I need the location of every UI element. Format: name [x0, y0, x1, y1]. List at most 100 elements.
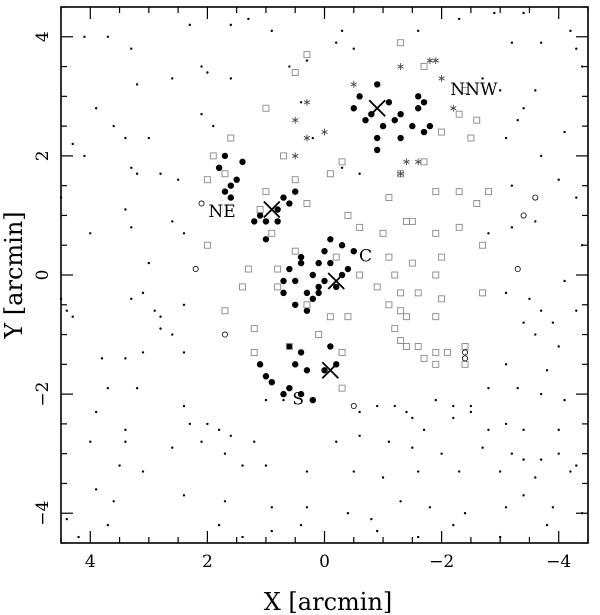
member-point [227, 182, 235, 189]
field-point [416, 535, 420, 539]
field-point [563, 398, 566, 402]
field-point [71, 142, 74, 146]
square-point [203, 241, 211, 249]
square-point [420, 354, 428, 362]
field-point [270, 529, 273, 533]
cluster-center-cross [263, 200, 281, 219]
field-point [551, 321, 555, 324]
cluster-center-cross [368, 99, 386, 117]
field-point [229, 23, 233, 27]
square-point [303, 51, 311, 59]
square-point [356, 223, 364, 231]
square-point [303, 301, 311, 309]
field-point [376, 529, 379, 533]
field-point [452, 416, 455, 420]
field-point [575, 309, 578, 312]
member-point [374, 81, 381, 88]
field-point [305, 59, 309, 62]
member-point [292, 301, 299, 308]
field-point [469, 410, 473, 414]
square-point [385, 253, 393, 261]
field-point [481, 77, 484, 80]
member-point [344, 265, 352, 273]
field-point [335, 41, 338, 44]
field-point [534, 476, 537, 479]
field-point [229, 434, 233, 437]
member-point [262, 373, 270, 380]
field-point [346, 512, 350, 515]
x-tick-label: 0 [319, 552, 330, 572]
member-point [297, 253, 305, 261]
field-point [452, 404, 455, 408]
square-point [461, 86, 469, 94]
field-point [411, 446, 414, 449]
square-point [438, 253, 446, 261]
cluster-center-cross [327, 272, 345, 290]
field-point [89, 440, 92, 443]
field-point [358, 410, 361, 414]
square-point [356, 271, 364, 279]
open-circle-point [520, 212, 527, 219]
field-point [563, 279, 566, 283]
field-point [83, 35, 86, 38]
field-point [504, 363, 508, 366]
field-point [171, 333, 174, 336]
data-points [59, 11, 584, 539]
field-point [522, 458, 525, 461]
open-circle-point [257, 361, 264, 368]
field-point [539, 154, 543, 158]
member-point [315, 289, 322, 297]
field-point [575, 47, 578, 50]
square-point [403, 217, 410, 225]
square-point [444, 348, 451, 356]
square-point [344, 313, 352, 321]
field-point [118, 464, 121, 467]
field-point [545, 523, 549, 527]
field-point [65, 517, 69, 521]
field-point [247, 17, 250, 21]
region-label: S [292, 390, 304, 410]
field-point [223, 452, 227, 455]
field-point [130, 166, 133, 169]
square-point [391, 271, 399, 279]
field-point [282, 398, 285, 402]
asterisk-point [292, 152, 299, 160]
field-point [141, 291, 145, 295]
square-point [414, 343, 422, 350]
field-point [153, 309, 156, 312]
member-point [239, 158, 246, 166]
member-point [374, 134, 381, 142]
member-point [297, 349, 305, 356]
square-point [209, 152, 217, 160]
field-point [580, 65, 584, 68]
member-point [251, 218, 258, 225]
field-point [522, 428, 525, 432]
field-point [504, 291, 508, 295]
field-point [182, 494, 186, 497]
member-point [286, 384, 293, 392]
field-point [59, 196, 63, 199]
square-point [227, 134, 235, 142]
region-label: NNW [450, 80, 498, 100]
member-point [321, 367, 328, 374]
field-point [264, 464, 268, 467]
field-point [141, 351, 145, 354]
member-point [221, 188, 229, 195]
field-point [539, 458, 543, 461]
field-point [217, 428, 221, 432]
member-point [262, 236, 270, 243]
field-point [510, 226, 514, 229]
field-point [206, 422, 209, 426]
member-point [280, 277, 287, 285]
member-point [379, 122, 387, 130]
member-point [426, 122, 434, 130]
field-point [159, 172, 162, 175]
field-point [575, 196, 578, 199]
member-point [374, 146, 381, 154]
y-axis-title: Y [arcmin] [0, 211, 28, 339]
member-point [409, 122, 416, 130]
field-point [100, 357, 104, 360]
field-point [569, 29, 572, 33]
asterisk-point [403, 158, 410, 166]
square-point [280, 152, 287, 160]
